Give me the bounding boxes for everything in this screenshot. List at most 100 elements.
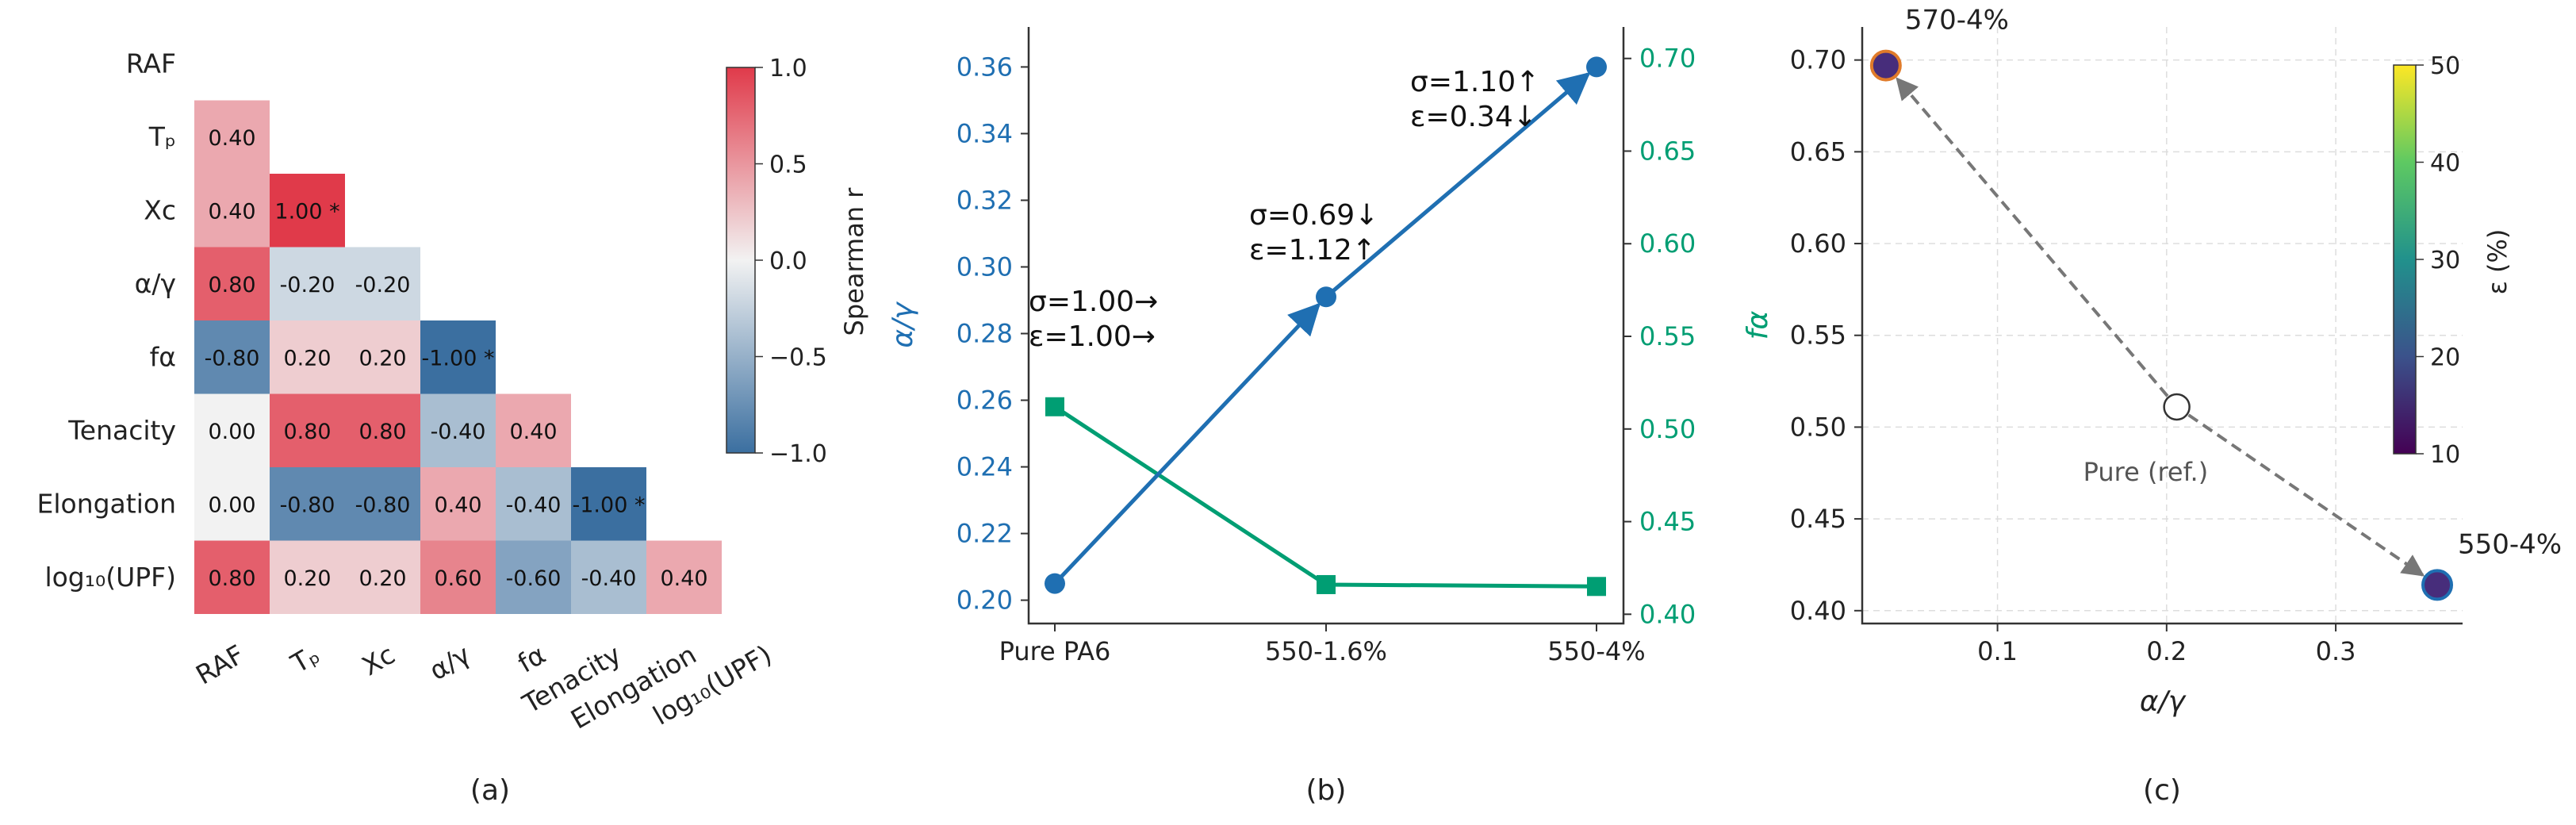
heatmap-cell [420,467,496,541]
heatmap-cell [194,540,270,614]
series-arrow-left [1324,71,1591,299]
heatmap-row-label: Elongation [36,488,176,519]
heatmap-cell [420,393,496,467]
heatmap-cell [270,467,345,541]
colorbar-a [726,67,756,454]
panel-label-b: (b) [1306,774,1347,807]
heatmap-column-label: α/γ [424,639,476,686]
heatmap-column-label: Xᴄ [357,639,401,681]
colorbar-c-tick-label: 40 [2430,150,2460,178]
heatmap-cell [270,393,345,467]
heatmap-cell-value: -1.00 * [573,493,646,517]
annotation-text: σ=1.10↑ [1410,66,1539,98]
annotation-text: ε=1.00→ [1029,320,1156,353]
colorbar-c-tick-label: 50 [2430,52,2460,80]
series-point-left [1045,573,1065,594]
y-left-tick-label: 0.28 [956,319,1013,349]
heatmap-row-label: Tₚ [148,121,176,152]
heatmap-cell [194,100,270,174]
heatmap-cell-value: -0.80 [280,493,335,517]
heatmap-cell-value: -0.80 [355,493,411,517]
heatmap-row-label: Tenacity [67,415,176,446]
annotation-text: σ=1.00→ [1029,286,1158,318]
heatmap-cell [496,467,571,541]
y-left-tick-label: 0.32 [956,185,1013,215]
heatmap-cell-value: 1.00 * [274,199,339,224]
heatmap-cell-value: 0.40 [208,126,255,151]
axes-lines [1861,27,2463,625]
heatmap-cell [270,540,345,614]
heatmap-cell-value: 0.40 [434,493,481,517]
heatmap-row-label: fα [150,341,176,372]
y-left-axis-label: α/γ [887,301,919,348]
heatmap-cell [194,467,270,541]
y-right-tick-label: 0.65 [1639,136,1696,166]
heatmap-panel: 0.40 0.40 1.00 * 0.80 -0.20 -0.20 -0.80 0.20 0.2… [194,100,722,614]
y-right-tick-label: 0.45 [1639,507,1696,537]
data-point-label: 550-4% [2458,528,2562,560]
heatmap-cell-value: 0.80 [358,420,406,444]
shift-arrow [1896,77,2169,397]
heatmap-cell [345,247,420,320]
panel-label-a: (a) [470,774,510,807]
heatmap-cell [194,393,270,467]
heatmap-cell [420,320,496,394]
y-left-tick-label: 0.26 [956,386,1013,416]
heatmap-cell-value: -0.60 [506,566,562,591]
line-panel: 0.20 0.22 0.24 0.26 0.28 0.30 0.32 0.34 0.36 0.40… [887,27,1774,666]
heatmap-column-label: fα [512,639,550,678]
series-point-right [1045,397,1064,416]
y-tick-label: 0.45 [1790,504,1846,534]
heatmap-cell-value: -0.20 [355,273,411,297]
heatmap-cell-value: -0.20 [280,273,335,297]
colorbar-c-label: ε (%) [2482,229,2513,295]
heatmap-row-label: Xᴄ [144,194,176,225]
y-tick-label: 0.40 [1790,596,1846,626]
y-right-tick-label: 0.40 [1639,599,1696,629]
series-point-left [1316,286,1336,308]
annotation-text: ε=1.12↑ [1249,234,1376,267]
y-right-tick-label: 0.50 [1639,414,1696,444]
y-left-tick-label: 0.34 [956,118,1013,148]
heatmap-cell-value: 0.80 [283,420,331,444]
colorbar-a-label: Spearman r [839,187,869,336]
colorbar-a-tick-label: 1.0 [769,55,807,82]
data-point-label: 570-4% [1905,5,2009,36]
data-point [2421,569,2454,601]
y-right-tick-label: 0.55 [1639,321,1696,351]
series-point-left [1586,56,1607,78]
heatmap-column-label: Tₚ [285,639,324,679]
x-tick-label: 0.2 [2146,636,2187,666]
heatmap-cell [646,540,722,614]
heatmap-cell-value: -1.00 * [422,346,495,370]
y-axis-label: fα [1742,311,1774,340]
x-axis-label: α/γ [2140,685,2187,718]
y-right-axis-label: fα [1742,311,1774,340]
series-point-right [1587,577,1606,597]
colorbar-c-tick-label: 10 [2430,441,2460,469]
y-tick-label: 0.65 [1790,136,1846,167]
reference-point [2163,393,2191,421]
series-arrow-left [1053,302,1321,585]
heatmap-cell-value: 0.80 [208,273,255,297]
colorbar-a-ticks: 1.0 0.5 0.0 −0.5 −1.0 [755,55,827,468]
heatmap-cell-value: -0.80 [205,346,260,370]
heatmap-cell [270,174,345,248]
heatmap-cell [420,540,496,614]
y-right-tick-label: 0.70 [1639,44,1696,74]
heatmap-cell-value: 0.40 [660,566,707,591]
annotation-text: σ=0.69↓ [1249,199,1378,232]
heatmap-cell-value: -0.40 [431,420,486,444]
heatmap-cell [496,540,571,614]
series-point-right [1317,574,1336,594]
colorbar-a-tick-label: 0.5 [769,152,807,179]
heatmap-cell-value: 0.40 [509,420,557,444]
colorbar-c-ticks: 10 20 30 40 50 [2416,52,2460,469]
x-tick-label: 0.3 [2316,636,2356,666]
y-left-tick-label: 0.24 [956,452,1013,482]
heatmap-cell [270,320,345,394]
x-tick-label: 550-4% [1547,636,1645,666]
heatmap-cell [345,467,420,541]
y-left-tick-label: 0.30 [956,251,1013,282]
